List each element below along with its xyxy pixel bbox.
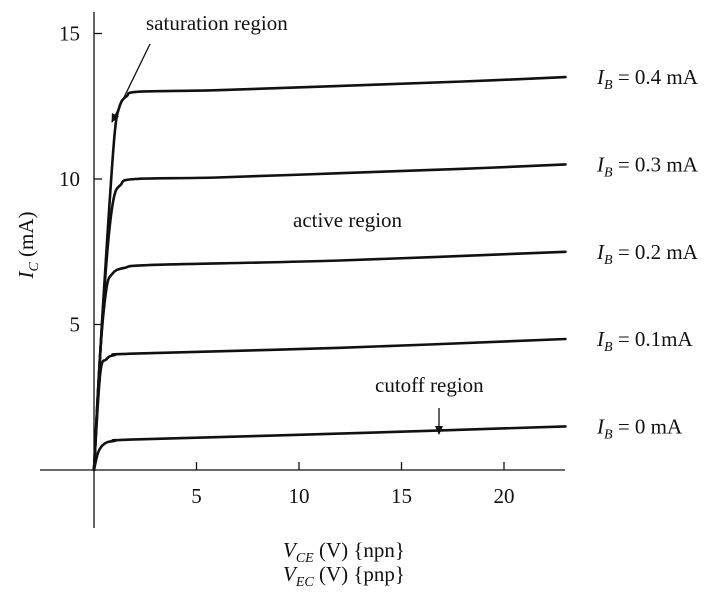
y-tick-label: 5	[70, 313, 81, 337]
x-tick-label: 20	[494, 484, 515, 508]
curve-label-ib-3: IB = 0.1mA	[596, 327, 693, 355]
curves	[92, 75, 567, 472]
curve-label-ib-0: IB = 0.4 mA	[596, 65, 699, 93]
curve-label-ib-1: IB = 0.3 mA	[596, 152, 699, 180]
x-axis-label-npn: VCE (V) {npn}	[283, 538, 405, 566]
curve-labels: IB = 0.4 mA IB = 0.3 mA IB = 0.2 mA IB = 0.…	[596, 65, 699, 442]
saturation-region-arrow	[111, 43, 151, 123]
cutoff-region-label: cutoff region	[375, 373, 484, 397]
curve-label-ib-2: IB = 0.2 mA	[596, 240, 699, 268]
x-axis-label-pnp: VEC (V) {pnp}	[283, 562, 405, 590]
x-tick-label: 10	[289, 484, 310, 508]
curve-label-ib-4: IB = 0 mA	[596, 414, 683, 442]
curve-ib-4	[92, 425, 567, 472]
curve-ib-3	[92, 337, 567, 472]
x-tick-label: 5	[191, 484, 202, 508]
x-ticks: 5 10 15 20	[191, 462, 515, 508]
y-axis-label: IC (mA)	[14, 211, 42, 279]
curve-ib-0	[92, 75, 567, 472]
y-tick-label: 10	[59, 167, 80, 191]
x-tick-label: 15	[391, 484, 412, 508]
saturation-region-label: saturation region	[146, 11, 288, 35]
curve-ib-2	[92, 250, 567, 472]
y-ticks: 5 10 15	[59, 22, 102, 337]
active-region-label: active region	[293, 208, 403, 232]
y-tick-label: 15	[59, 22, 80, 46]
